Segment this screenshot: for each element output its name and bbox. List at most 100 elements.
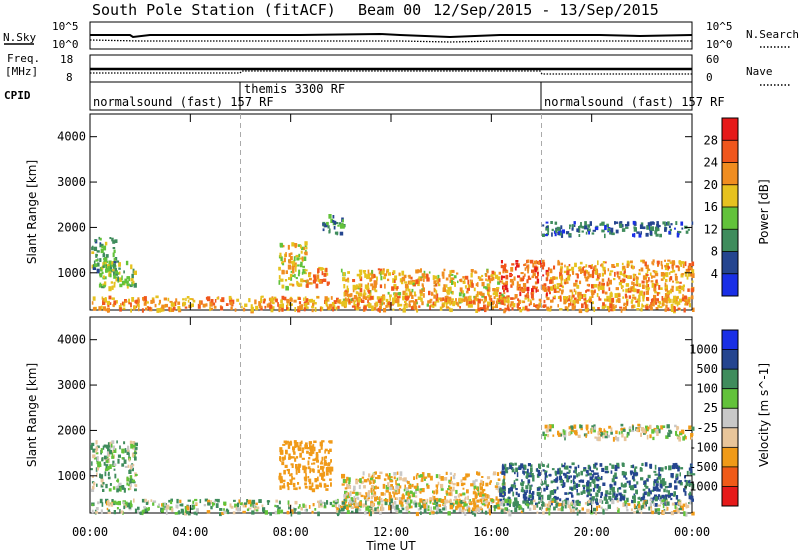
scatter-cell (295, 464, 298, 469)
scatter-cell (604, 269, 606, 275)
scatter-cell (630, 260, 633, 264)
scatter-cell (119, 283, 123, 288)
scatter-cell (520, 463, 524, 469)
scatter-cell (462, 477, 466, 481)
scatter-cell (90, 445, 93, 450)
scatter-cell (656, 228, 660, 232)
scatter-cell (640, 505, 643, 511)
scatter-cell (367, 290, 371, 294)
scatter-cell (665, 494, 669, 497)
scatter-cell (589, 476, 594, 481)
scatter-cell (313, 276, 317, 281)
scatter-cell (334, 499, 338, 503)
scatter-cell (584, 273, 586, 279)
scatter-cell (294, 245, 297, 249)
scatter-cell (406, 505, 409, 511)
scatter-cell (435, 283, 438, 287)
scatter-cell (93, 260, 96, 264)
scatter-cell (652, 275, 656, 278)
scatter-cell (571, 494, 574, 498)
scatter-cell (111, 261, 114, 264)
scatter-cell (395, 483, 399, 486)
scatter-cell (296, 280, 299, 285)
scatter-cell (660, 260, 663, 266)
scatter-cell (404, 484, 406, 490)
scatter-cell (150, 299, 153, 304)
scatter-cell (286, 510, 290, 515)
scatter-cell (146, 301, 149, 304)
scatter-cell (137, 297, 140, 301)
scatter-cell (516, 285, 519, 291)
scatter-cell (483, 304, 486, 310)
scatter-cell (563, 433, 567, 438)
scatter-cell (588, 264, 592, 268)
scatter-cell (578, 291, 582, 297)
scatter-cell (436, 486, 438, 490)
scatter-cell (355, 479, 359, 485)
scatter-cell (303, 297, 305, 301)
scatter-cell (306, 279, 309, 284)
scatter-cell (271, 301, 275, 305)
scatter-cell (472, 480, 476, 485)
scatter-cell (527, 269, 529, 274)
scatter-cell (614, 271, 616, 277)
scatter-cell (542, 233, 545, 237)
scatter-cell (529, 301, 532, 306)
scatter-cell (641, 280, 645, 284)
scatter-cell (270, 297, 274, 303)
scatter-cell (483, 286, 487, 289)
scatter-cell (380, 500, 384, 503)
scatter-cell (597, 475, 600, 479)
scatter-cell (170, 500, 173, 505)
scatter-cell (558, 227, 561, 232)
scatter-cell (442, 507, 446, 511)
scatter-cell (398, 497, 401, 502)
scatter-cell (113, 271, 115, 277)
scatter-cell (507, 491, 511, 494)
scatter-cell (559, 498, 562, 502)
scatter-cell (395, 485, 399, 489)
scatter-cell (661, 499, 665, 503)
scatter-cell (611, 486, 615, 492)
scatter-cell (593, 426, 597, 430)
scatter-cell (399, 471, 403, 476)
scatter-cell (671, 265, 674, 270)
scatter-cell (309, 277, 312, 281)
scatter-cell (652, 263, 655, 266)
scatter-cell (593, 284, 597, 288)
scatter-cell (670, 497, 673, 501)
scatter-cell (339, 223, 342, 229)
scatter-cell (300, 506, 303, 511)
scatter-cell (402, 295, 405, 301)
scatter-cell (595, 502, 599, 506)
scatter-cell (152, 502, 155, 506)
scatter-cell (134, 488, 137, 492)
scatter-cell (318, 278, 320, 283)
scatter-cell (672, 298, 675, 304)
scatter-cell (304, 486, 308, 489)
scatter-cell (598, 298, 602, 301)
scatter-cell (321, 475, 324, 480)
scatter-cell (617, 508, 620, 513)
scatter-cell (565, 465, 569, 470)
scatter-cell (677, 266, 680, 272)
scatter-cell (344, 499, 348, 502)
scatter-cell (537, 487, 540, 490)
scatter-cell (154, 303, 157, 308)
scatter-cell (548, 511, 551, 516)
scatter-cell (346, 484, 350, 489)
scatter-cell (320, 442, 323, 447)
scatter-cell (113, 249, 116, 254)
scatter-cell (323, 483, 327, 488)
scatter-cell (593, 307, 596, 312)
scatter-cell (418, 276, 421, 280)
scatter-cell (545, 486, 549, 490)
scatter-cell (111, 452, 114, 457)
scatter-cell (445, 284, 448, 288)
scatter-cell (538, 304, 541, 308)
scatter-cell (306, 447, 311, 450)
scatter-cell (493, 296, 496, 300)
scatter-cell (559, 478, 563, 483)
scatter-cell (457, 280, 459, 284)
scatter-cell (544, 477, 547, 481)
